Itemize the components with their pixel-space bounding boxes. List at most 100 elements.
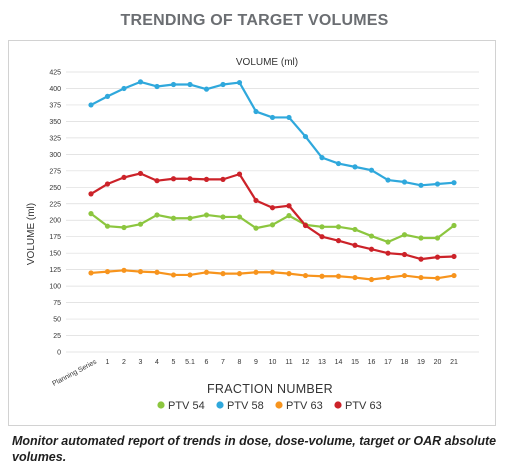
data-point [170, 176, 177, 182]
data-point [88, 102, 94, 108]
legend-marker [275, 401, 283, 409]
data-point [236, 271, 243, 277]
x-tick-label: 5.1 [185, 359, 195, 366]
data-point [434, 254, 441, 260]
data-point [88, 211, 94, 217]
y-tick-label: 100 [49, 284, 61, 291]
data-point [104, 93, 111, 99]
series-line [90, 212, 455, 244]
legend-label: PTV 63 [345, 400, 382, 412]
legend-marker [334, 401, 342, 409]
data-point [302, 133, 309, 140]
x-tick-label: 17 [384, 359, 392, 366]
legend-marker [157, 401, 165, 409]
data-point [401, 179, 408, 185]
y-tick-label: 75 [53, 300, 61, 307]
x-tick-label: 7 [221, 359, 225, 366]
data-point [352, 164, 358, 170]
data-point [368, 167, 375, 173]
series-4 [88, 170, 457, 262]
data-point [286, 213, 292, 219]
y-tick-label: 325 [49, 135, 61, 142]
series-layer [88, 79, 457, 283]
x-tick-label: Planning Series [51, 358, 98, 387]
data-point [269, 222, 276, 228]
y-tick-label: 200 [49, 218, 61, 225]
x-tick-label: 15 [351, 359, 359, 366]
data-point [253, 269, 259, 275]
data-point [154, 269, 160, 275]
data-point [236, 214, 243, 220]
x-tick-label: 9 [254, 359, 258, 366]
data-point [121, 267, 127, 273]
series-line [90, 80, 455, 187]
x-tick-label: 2 [122, 359, 126, 366]
line-chart: VOLUME (ml) 0255075100125150175200225250… [26, 57, 479, 412]
data-point [401, 272, 408, 279]
data-point [451, 222, 457, 229]
data-point [385, 239, 391, 245]
data-point [335, 273, 342, 279]
chart-title: VOLUME (ml) [236, 57, 298, 68]
x-axis-title: FRACTION NUMBER [207, 382, 333, 396]
data-point [253, 225, 259, 231]
y-tick-label: 375 [49, 102, 61, 109]
data-point [137, 170, 144, 177]
x-tick-label: 16 [368, 359, 376, 366]
data-point [187, 272, 193, 278]
data-point [368, 233, 375, 239]
data-point [203, 269, 210, 275]
y-tick-label: 250 [49, 185, 61, 192]
y-tick-label: 425 [49, 70, 61, 77]
legend-marker [216, 401, 224, 409]
data-point [286, 203, 292, 209]
data-point [104, 223, 111, 229]
x-tick-label: 8 [238, 359, 242, 366]
data-point [319, 234, 325, 240]
data-point [418, 182, 424, 188]
legend-item: PTV 63 [275, 400, 323, 412]
data-point [253, 108, 259, 115]
data-point [187, 215, 193, 221]
x-tick-label: 14 [335, 359, 343, 366]
data-point [170, 215, 177, 221]
data-point [203, 212, 210, 218]
data-point [385, 250, 391, 256]
data-point [352, 226, 358, 233]
legend-item: PTV 63 [334, 400, 382, 412]
data-point [154, 212, 160, 218]
data-point [236, 79, 243, 86]
x-tick-label: 20 [434, 359, 442, 366]
page-title: TRENDING OF TARGET VOLUMES [120, 12, 389, 29]
data-point [418, 256, 424, 262]
data-point [170, 81, 177, 88]
data-point [352, 242, 358, 248]
data-point [137, 269, 144, 275]
y-tick-label: 175 [49, 234, 61, 241]
y-tick-label: 125 [49, 267, 61, 274]
y-tick-label: 50 [53, 317, 61, 324]
data-point [170, 272, 177, 278]
x-tick-label: 4 [155, 359, 159, 366]
data-point [137, 79, 144, 85]
data-point [451, 180, 457, 186]
data-point [434, 181, 441, 187]
legend-label: PTV 63 [286, 400, 323, 412]
data-point [220, 81, 226, 88]
data-point [286, 114, 292, 121]
data-point [269, 114, 276, 121]
legend: PTV 54 PTV 58 PTV 63 PTV 63 [157, 400, 382, 412]
x-tick-label: 6 [205, 359, 209, 366]
data-point [154, 178, 160, 184]
data-point [385, 274, 391, 281]
data-point [104, 269, 111, 275]
data-point [302, 222, 309, 229]
data-point [335, 160, 342, 167]
y-axis-ticks: 0 25 50 75 100 125 150 175 200 225 250 275 300 325 350… [49, 70, 61, 357]
data-point [137, 221, 144, 227]
data-point [269, 269, 276, 275]
x-tick-label: 19 [417, 359, 425, 366]
legend-item: PTV 58 [216, 400, 264, 412]
legend-label: PTV 58 [227, 400, 264, 412]
data-point [104, 181, 111, 187]
